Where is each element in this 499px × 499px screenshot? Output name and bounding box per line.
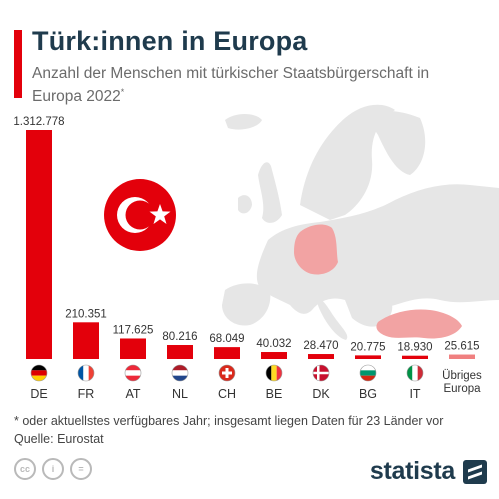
footnote-text: * oder aktuellstes verfügbares Jahr; ins… bbox=[14, 414, 444, 428]
flag-it-icon bbox=[406, 364, 424, 382]
category-label: CH bbox=[218, 387, 236, 401]
bar-be bbox=[261, 352, 287, 359]
value-label: 117.625 bbox=[113, 324, 154, 336]
value-label: 18.930 bbox=[397, 342, 432, 354]
flag-bg-icon bbox=[359, 364, 377, 382]
no-derivatives-icon[interactable]: = bbox=[70, 458, 92, 480]
flag-fr-icon bbox=[77, 364, 95, 382]
category-label: BE bbox=[266, 387, 283, 401]
category-label: AT bbox=[125, 387, 140, 401]
subtitle-text: Anzahl der Menschen mit türkischer Staat… bbox=[32, 65, 430, 106]
turkey-flag-icon bbox=[104, 179, 176, 251]
category-label: DK bbox=[312, 387, 330, 401]
value-label: 210.351 bbox=[65, 308, 107, 320]
bar-übriges-europa bbox=[449, 354, 475, 359]
chart-subtitle: Anzahl der Menschen mit türkischer Staat… bbox=[32, 64, 472, 106]
value-label: 28.470 bbox=[303, 340, 338, 352]
bar-de bbox=[26, 130, 52, 359]
statista-logo[interactable]: statista bbox=[369, 457, 455, 485]
license-icons: cc i = bbox=[14, 458, 92, 480]
europe-map-icon bbox=[222, 104, 499, 340]
value-label: 40.032 bbox=[256, 338, 291, 350]
flag-at-icon bbox=[124, 364, 142, 382]
bar-it bbox=[402, 355, 428, 359]
flag-ch-icon bbox=[218, 364, 236, 382]
category-label: Europa bbox=[443, 383, 481, 395]
cc-icon[interactable]: cc bbox=[14, 458, 36, 480]
category-label: DE bbox=[30, 387, 47, 401]
category-label: FR bbox=[78, 387, 95, 401]
chart-title: Türk:innen in Europa bbox=[32, 26, 308, 56]
germany-highlight-icon bbox=[294, 224, 338, 275]
turkey-highlight-icon bbox=[376, 309, 462, 339]
statista-logo-icon bbox=[463, 460, 487, 484]
footnote: * oder aktuellstes verfügbares Jahr; ins… bbox=[14, 412, 494, 448]
bar-at bbox=[120, 338, 146, 359]
title-accent-bar bbox=[14, 30, 22, 98]
category-label: BG bbox=[359, 387, 377, 401]
value-label: 20.775 bbox=[350, 341, 385, 353]
bar-nl bbox=[167, 345, 193, 359]
bar-ch bbox=[214, 347, 240, 359]
bar-bg bbox=[355, 355, 381, 359]
bar-fr bbox=[73, 322, 99, 359]
value-label: 25.615 bbox=[444, 341, 479, 353]
value-label: 68.049 bbox=[209, 333, 244, 345]
flag-be-icon bbox=[265, 364, 283, 382]
category-label: IT bbox=[409, 387, 420, 401]
flag-de-icon bbox=[30, 364, 48, 382]
value-label: 1.312.778 bbox=[13, 116, 64, 128]
bar-dk bbox=[308, 354, 334, 359]
attribution-icon[interactable]: i bbox=[42, 458, 64, 480]
value-label: 80.216 bbox=[162, 331, 197, 343]
category-label: NL bbox=[172, 387, 188, 401]
subtitle-mark: * bbox=[120, 87, 125, 97]
source-text: Quelle: Eurostat bbox=[14, 432, 104, 446]
category-label: Übriges bbox=[442, 370, 482, 382]
flag-nl-icon bbox=[171, 364, 189, 382]
flag-dk-icon bbox=[312, 364, 330, 382]
